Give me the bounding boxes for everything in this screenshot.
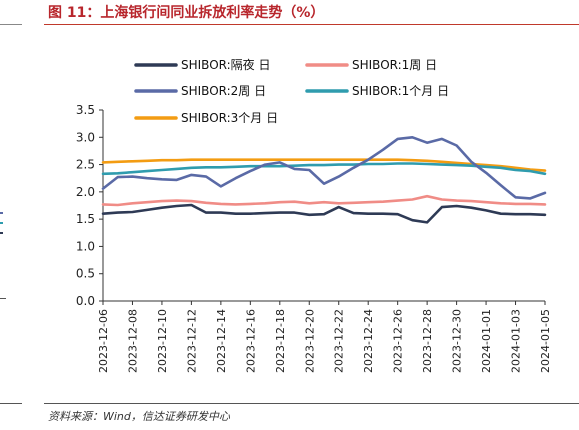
series-line [101,203,547,224]
x-tick-label: 2024-01-05 [539,309,552,373]
x-tick-label: 2023-12-18 [274,309,287,373]
x-tick-label: 2023-12-12 [185,309,198,373]
y-tick-label: 3.5 [76,103,95,117]
axes: 0.0 0.5 1.0 1.5 2.0 2.5 3.0 3.5 2023-12-06 2023-1… [76,103,552,373]
x-tick-label: 2023-12-16 [244,309,257,373]
x-tick-label: 2023-12-14 [215,309,228,373]
edge-mark [0,212,3,214]
source-note: 资料来源：Wind，信达证券研发中心 [48,410,230,423]
y-tick-label: 1.0 [76,239,95,253]
series-line [101,136,547,200]
x-tick-label: 2023-12-28 [421,309,434,373]
x-tick-label: 2023-12-30 [451,309,464,373]
x-tick-label: 2024-01-01 [480,309,493,373]
legend-label: SHIBOR:隔夜 日 [181,57,270,72]
bottom-divider [44,403,579,404]
y-tick-label: 3.0 [76,130,95,144]
x-tick-label: 2024-01-03 [510,309,523,373]
legend-label: SHIBOR:3个月 日 [181,111,278,125]
edge-mark [0,222,3,224]
legend: SHIBOR:隔夜 日 SHIBOR:1周 日 SHIBOR:2周 日 SHIBOR:… [134,57,449,125]
y-tick-label: 0.0 [76,294,95,308]
line-chart: 0.0 0.5 1.0 1.5 2.0 2.5 3.0 3.5 2023-12-06 2023-1… [76,57,552,373]
series-line [101,158,547,172]
x-tick-label: 2023-12-10 [156,309,169,373]
x-tick-label: 2023-12-08 [126,309,139,373]
edge-mark [0,298,6,299]
legend-label: SHIBOR:2周 日 [181,84,266,98]
x-tick-label: 2023-12-20 [303,309,316,373]
y-tick-label: 1.5 [76,212,95,226]
series-line [101,194,547,207]
legend-label: SHIBOR:1周 日 [352,58,437,72]
series-lines [101,136,547,224]
title-divider [44,24,579,25]
left-bottom-divider [0,403,22,404]
x-tick-label: 2023-12-06 [97,309,110,373]
y-tick-label: 2.0 [76,185,95,199]
edge-mark [0,232,3,234]
x-tick-label: 2023-12-24 [362,309,375,373]
series-line [101,162,547,176]
chart-title: 图 11：上海银行间同业拆放利率走势（%） [48,5,325,21]
x-tick-label: 2023-12-22 [333,309,346,373]
y-tick-label: 2.5 [76,158,95,172]
legend-label: SHIBOR:1个月 日 [352,84,449,98]
left-divider [0,24,22,25]
x-tick-label: 2023-12-26 [392,309,405,373]
y-tick-label: 0.5 [76,267,95,281]
